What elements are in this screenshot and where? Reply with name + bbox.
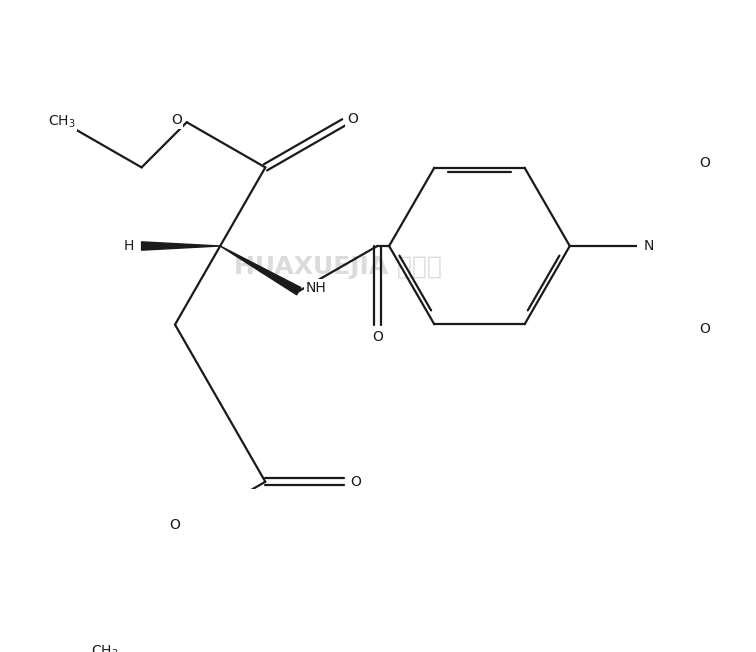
Text: HUAXUEJIA 化学加: HUAXUEJIA 化学加 <box>234 255 442 279</box>
Text: O: O <box>699 156 710 170</box>
Text: CH$_3$: CH$_3$ <box>48 113 76 130</box>
Text: NH: NH <box>305 281 327 295</box>
Text: O: O <box>372 330 383 344</box>
Polygon shape <box>220 246 301 295</box>
Text: CH$_3$: CH$_3$ <box>91 644 119 652</box>
Polygon shape <box>141 242 220 250</box>
Text: N: N <box>643 239 654 253</box>
Text: O: O <box>171 113 181 127</box>
Text: O: O <box>699 322 710 336</box>
Text: H: H <box>124 239 135 253</box>
Text: O: O <box>169 518 181 532</box>
Text: O: O <box>347 111 358 126</box>
Text: O: O <box>350 475 361 489</box>
